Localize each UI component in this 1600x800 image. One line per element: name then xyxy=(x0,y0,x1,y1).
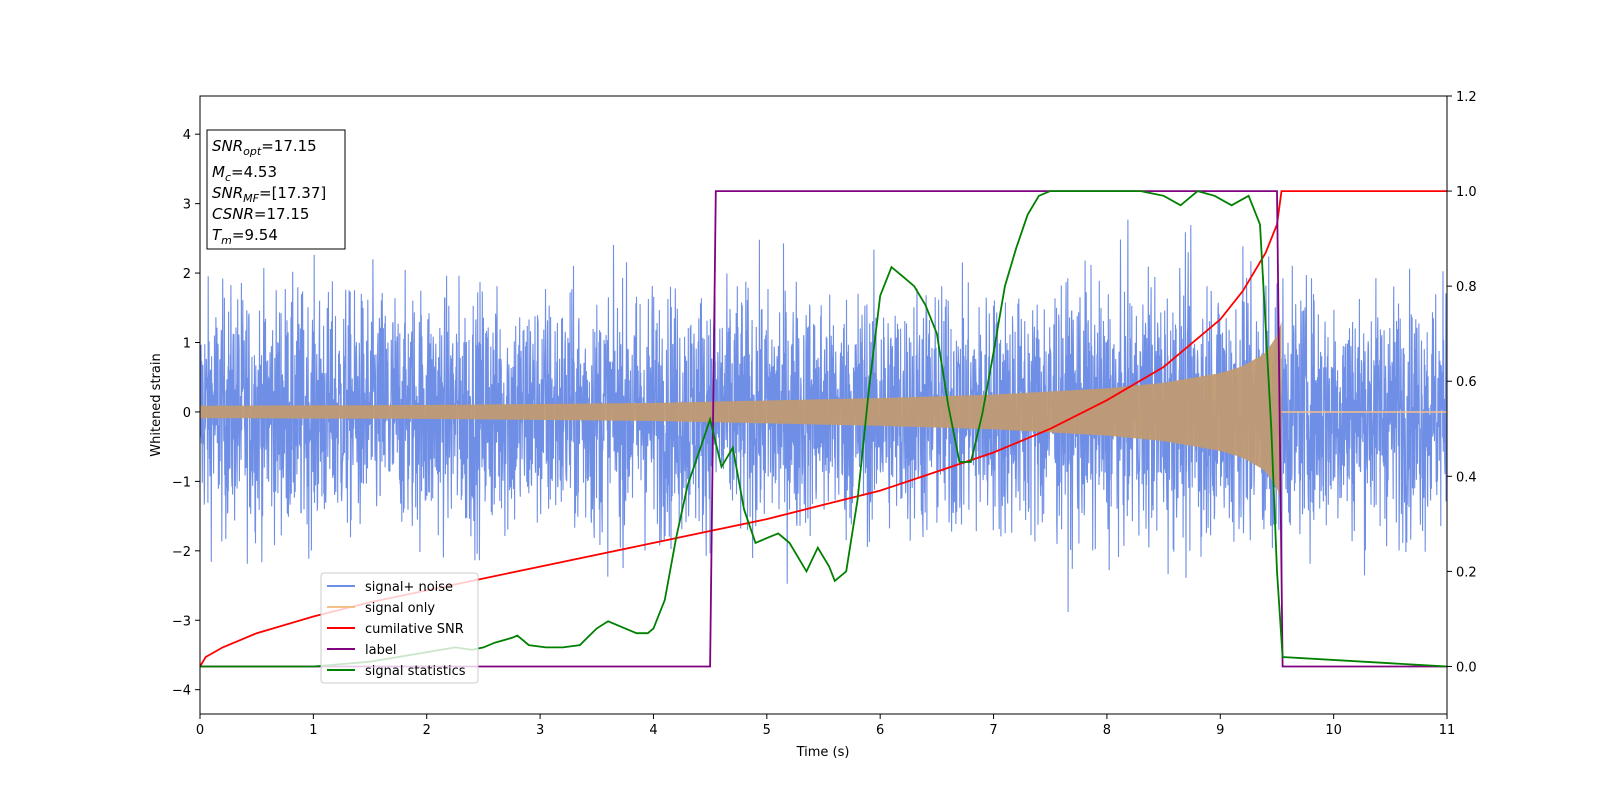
x-tick-label: 5 xyxy=(763,723,771,738)
signal-noise-series xyxy=(199,219,1448,613)
x-tick-label: 0 xyxy=(196,723,204,738)
x-tick-label: 4 xyxy=(649,723,657,738)
y-left-tick-label: 3 xyxy=(183,198,191,213)
y-left-tick-label: −3 xyxy=(172,614,191,629)
y-right-tick-label: 0.4 xyxy=(1456,470,1477,485)
signal-only-series xyxy=(200,321,1447,503)
y-left-tick-label: 4 xyxy=(183,128,191,143)
x-tick-label: 11 xyxy=(1439,723,1456,738)
y-left-tick-label: −4 xyxy=(172,684,191,699)
plot-frame xyxy=(199,95,1448,715)
legend-label: cumilative SNR xyxy=(365,622,464,637)
y-right-tick-label: 1.2 xyxy=(1456,90,1477,105)
y-right-tick-label: 0.8 xyxy=(1456,280,1477,295)
x-tick-label: 8 xyxy=(1103,723,1111,738)
x-tick-label: 3 xyxy=(536,723,544,738)
y-right-tick-label: 1.0 xyxy=(1456,185,1477,200)
info-snr-mf: SNRMF=[17.37] xyxy=(212,184,326,205)
signal-statistics-line xyxy=(200,190,1448,668)
legend-label: signal only xyxy=(365,601,435,616)
info-snr-opt: SNRopt=17.15 xyxy=(212,137,317,158)
y-left-tick-label: −1 xyxy=(172,475,191,490)
y-right-tick-label: 0.6 xyxy=(1456,375,1477,390)
x-axis: 0 1 2 3 4 5 6 7 8 9 10 11 xyxy=(196,714,1455,738)
y-left-tick-label: 1 xyxy=(183,337,191,352)
y-axis-left: 4 3 2 1 0 −1 −2 −3 −4 xyxy=(172,128,200,699)
x-tick-label: 1 xyxy=(309,723,317,738)
x-tick-label: 10 xyxy=(1325,723,1342,738)
x-tick-label: 7 xyxy=(989,723,997,738)
info-tm: Tm=9.54 xyxy=(212,226,278,247)
info-mc: Mc=4.53 xyxy=(212,163,277,184)
x-axis-label: Time (s) xyxy=(796,745,850,760)
legend: signal+ noise signal only cumilative SNR la… xyxy=(320,572,479,684)
y-axis-label: Whitened strain xyxy=(149,353,164,456)
info-box-frame xyxy=(206,129,346,250)
y-right-tick-label: 0.2 xyxy=(1456,565,1477,580)
y-right-tick-label: 0.0 xyxy=(1456,660,1477,675)
signal-only-fill xyxy=(200,321,1282,503)
x-tick-label: 9 xyxy=(1216,723,1224,738)
y-left-tick-label: 0 xyxy=(183,406,191,421)
info-csnr: CSNR=17.15 xyxy=(212,205,309,223)
info-box: SNRopt=17.15 Mc=4.53 SNRMF=[17.37] CSNR=… xyxy=(206,129,346,250)
y-left-tick-label: −2 xyxy=(172,545,191,560)
y-axis-right: 1.2 1.0 0.8 0.6 0.4 0.2 0.0 xyxy=(1447,90,1477,675)
legend-label: signal statistics xyxy=(365,664,466,679)
legend-entries: signal+ noise signal only cumilative SNR la… xyxy=(327,580,466,679)
legend-label: signal+ noise xyxy=(365,580,453,595)
signal-noise-line xyxy=(199,219,1448,613)
legend-frame xyxy=(320,572,479,684)
y-left-tick-label: 2 xyxy=(183,267,191,282)
label-line xyxy=(200,190,1447,668)
legend-label: label xyxy=(365,643,396,658)
x-tick-label: 2 xyxy=(423,723,431,738)
x-tick-label: 6 xyxy=(876,723,884,738)
